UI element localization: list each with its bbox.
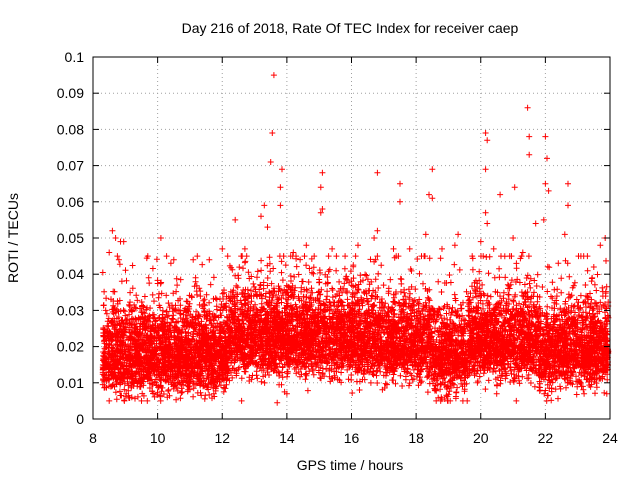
y-tick-label: 0.08: [57, 121, 84, 137]
x-tick-labels: 8 10 12 14 16 18 20 22 24: [89, 430, 618, 446]
y-tick-labels: 0 0.01 0.02 0.03 0.04 0.05 0.06 0.07 0.08 0.09 0.1: [57, 49, 84, 427]
x-tick-label: 8: [89, 430, 97, 446]
grid-lines: [93, 57, 610, 419]
x-tick-label: 18: [408, 430, 424, 446]
y-tick-label: 0: [76, 411, 84, 427]
y-tick-label: 0.1: [65, 49, 85, 65]
x-tick-label: 14: [279, 430, 295, 446]
y-axis-label: ROTI / TECUs: [5, 193, 21, 283]
y-tick-label: 0.07: [57, 158, 84, 174]
chart-title: Day 216 of 2018, Rate Of TEC Index for r…: [182, 20, 519, 36]
x-axis-label: GPS time / hours: [297, 457, 404, 473]
x-tick-label: 12: [214, 430, 230, 446]
axis-ticks: [92, 56, 611, 420]
roti-point-markers: [99, 72, 612, 406]
data-points: [99, 72, 612, 406]
y-tick-label: 0.04: [57, 266, 84, 282]
y-tick-label: 0.05: [57, 230, 84, 246]
y-tick-label: 0.06: [57, 194, 84, 210]
y-tick-label: 0.02: [57, 339, 84, 355]
x-tick-label: 16: [344, 430, 360, 446]
x-tick-label: 10: [150, 430, 166, 446]
x-tick-label: 24: [602, 430, 618, 446]
y-tick-label: 0.03: [57, 302, 84, 318]
x-tick-label: 22: [538, 430, 554, 446]
y-tick-label: 0.09: [57, 85, 84, 101]
x-tick-label: 20: [473, 430, 489, 446]
y-tick-label: 0.01: [57, 375, 84, 391]
